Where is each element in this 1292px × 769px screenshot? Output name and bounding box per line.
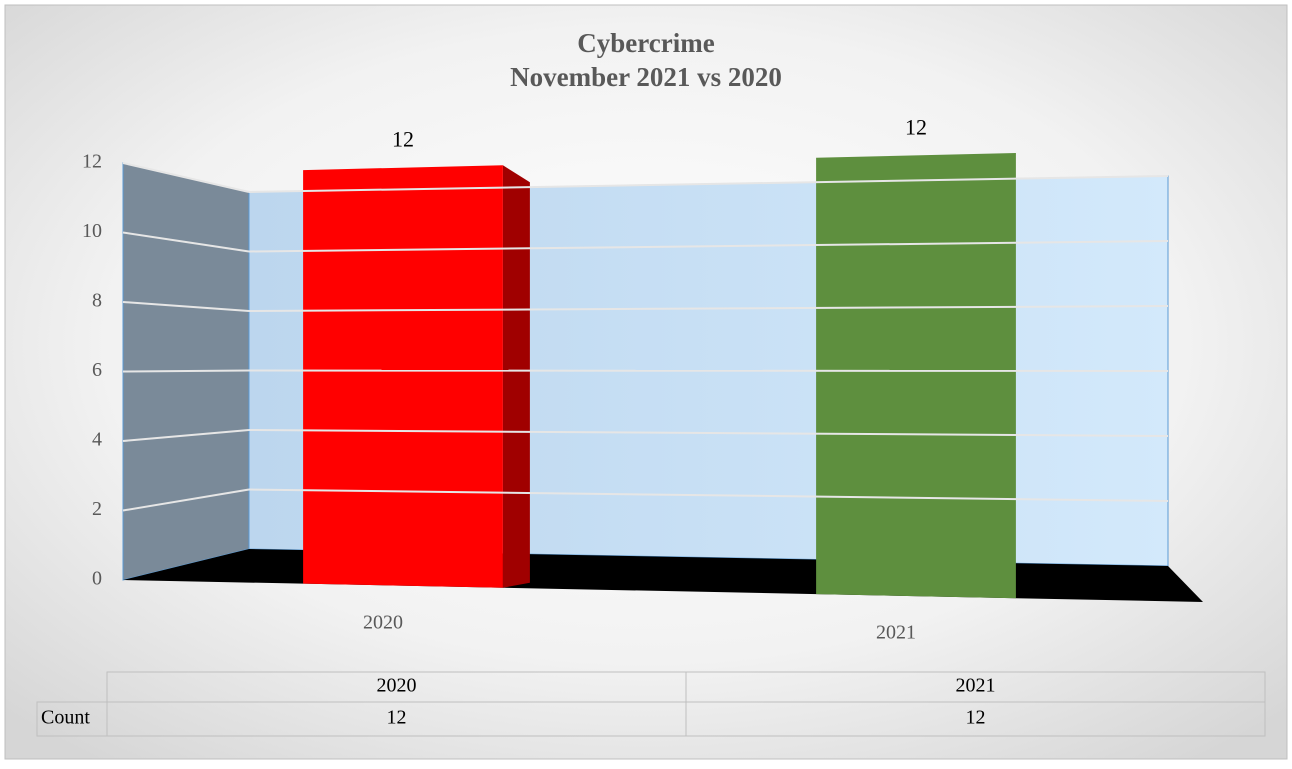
grid-line	[122, 429, 250, 442]
x-tick-label: 2020	[363, 611, 403, 633]
grid-line	[248, 175, 1169, 193]
grid-line	[122, 162, 250, 193]
data-label: 12	[392, 127, 414, 152]
y-tick-label: 6	[92, 359, 102, 381]
table-value: 12	[966, 707, 986, 729]
data-label: 12	[905, 114, 927, 139]
bar	[816, 152, 1016, 599]
grid-line	[248, 488, 1169, 502]
y-tick-label: 2	[92, 498, 102, 520]
table-row	[36, 701, 1266, 737]
y-tick-label: 4	[92, 429, 102, 451]
grid-line	[248, 369, 1169, 372]
y-tick-label: 12	[82, 151, 102, 173]
grid-line	[122, 301, 250, 312]
grid-line	[248, 240, 1169, 253]
table-header: 2020	[377, 675, 417, 697]
y-tick-label: 8	[92, 290, 102, 312]
table-header: 2021	[956, 675, 996, 697]
grid-line	[248, 305, 1169, 312]
grid-line	[122, 488, 250, 512]
grid-line	[248, 429, 1169, 437]
chart-title: Cybercrime	[577, 28, 714, 58]
y-tick-label: 10	[82, 220, 102, 242]
x-tick-label: 2021	[876, 622, 916, 644]
grid-line	[122, 369, 250, 373]
bar-side	[502, 165, 530, 588]
chart-subtitle: November 2021 vs 2020	[510, 62, 782, 92]
grid-line	[122, 231, 250, 253]
table-value: 12	[387, 707, 407, 729]
table-row-label: Count	[41, 707, 90, 729]
y-tick-label: 0	[92, 568, 102, 590]
bar	[303, 165, 503, 588]
